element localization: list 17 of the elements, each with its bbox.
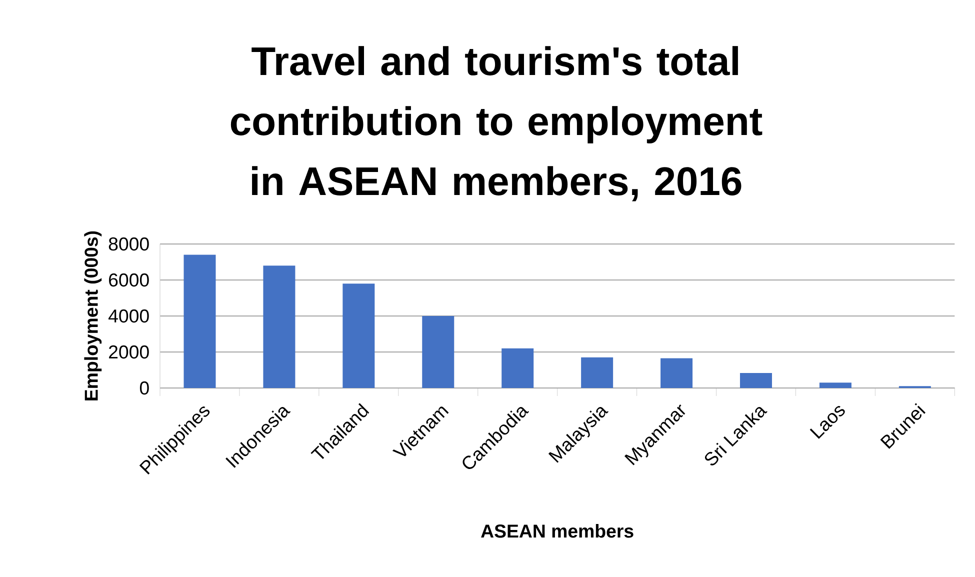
bar [660, 358, 693, 388]
bar [342, 284, 375, 388]
bar [740, 373, 772, 388]
bar [581, 357, 614, 388]
bar [422, 316, 454, 388]
y-tick-label: 8000 [108, 237, 149, 251]
bar [502, 348, 534, 388]
y-tick-label: 6000 [109, 273, 149, 287]
bar [819, 382, 852, 388]
y-tick-label: 2000 [109, 345, 149, 359]
y-tick-label: 0 [140, 381, 149, 395]
x-axis-title: ASEAN members [481, 524, 634, 538]
y-tick-label: 4000 [108, 309, 149, 323]
chart-title: Travel and tourism's total contribution to employment in ASEAN members, 2016 [230, 46, 762, 202]
bar [184, 254, 216, 388]
bar [263, 266, 296, 388]
y-axis-title: Employment (000s) [84, 231, 102, 400]
